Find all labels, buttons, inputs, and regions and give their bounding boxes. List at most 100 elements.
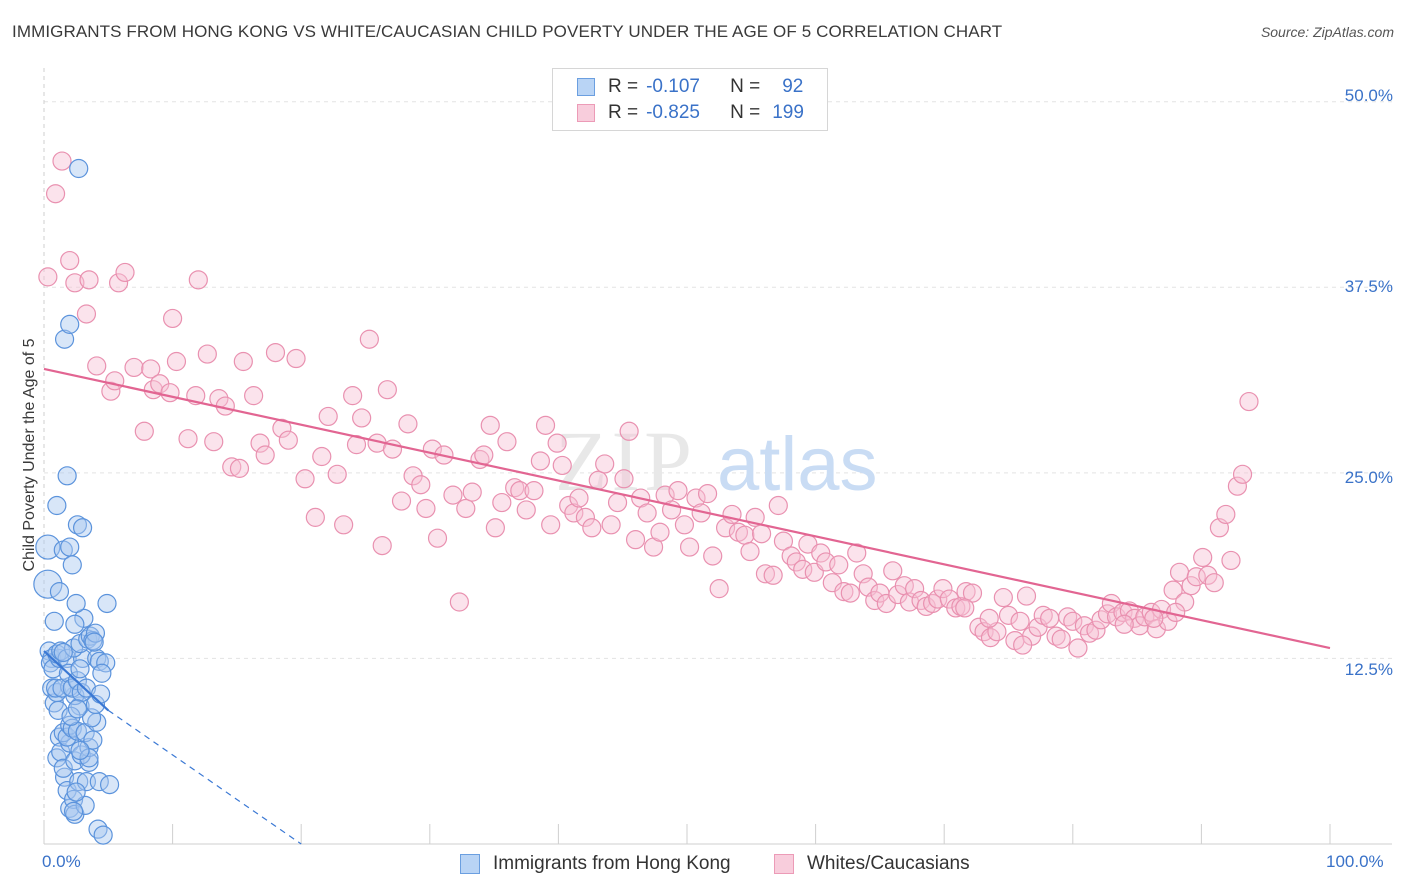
data-point-whites: [998, 605, 1019, 625]
data-point-whites: [793, 559, 813, 579]
data-point-whites: [1063, 611, 1083, 631]
legend-r-value: -0.825: [646, 102, 700, 123]
trend-line-whites: [43, 367, 1331, 650]
data-point-whites: [45, 184, 66, 204]
data-point-whites: [1086, 620, 1106, 640]
data-point-whites: [709, 579, 729, 599]
data-point-hongkong: [83, 730, 103, 750]
data-point-whites: [840, 583, 860, 603]
legend-n-label: N =: [730, 102, 761, 123]
data-point-hongkong: [69, 158, 89, 179]
data-point-whites: [755, 564, 776, 584]
data-point-hongkong: [45, 678, 66, 698]
data-point-whites: [768, 495, 788, 516]
y-tick-label-12-5: 12.5%: [1344, 660, 1393, 679]
data-point-whites: [530, 451, 550, 471]
data-point-whites: [115, 262, 135, 283]
data-point-hongkong: [33, 569, 63, 599]
legend-r-label: R =: [608, 76, 639, 97]
data-point-whites: [547, 433, 567, 453]
data-point-whites: [1163, 580, 1183, 600]
data-point-hongkong: [53, 758, 73, 778]
data-point-whites: [197, 344, 217, 364]
data-point-whites: [703, 546, 723, 566]
data-point-whites: [1046, 626, 1066, 646]
data-point-whites: [697, 484, 718, 504]
data-point-hongkong: [97, 593, 117, 614]
data-point-whites: [1193, 547, 1213, 568]
data-point-whites: [625, 530, 646, 550]
trend-lines: [43, 367, 1331, 845]
data-point-whites: [905, 579, 925, 599]
data-point-whites: [962, 583, 983, 603]
series-hongkong-points: [33, 158, 120, 845]
data-point-whites: [524, 481, 544, 501]
data-point-whites: [222, 457, 242, 477]
data-point-hongkong: [47, 495, 67, 516]
data-point-hongkong: [61, 706, 81, 726]
data-point-whites: [334, 515, 354, 535]
chart-title: IMMIGRANTS FROM HONG KONG VS WHITE/CAUCA…: [12, 22, 1003, 41]
data-point-whites: [411, 475, 431, 495]
data-point-whites: [668, 481, 688, 501]
data-point-whites: [163, 308, 183, 329]
data-point-hongkong: [96, 653, 116, 673]
legend-swatch-blue: [577, 78, 595, 96]
data-point-hongkong: [63, 801, 84, 821]
data-point-whites: [295, 469, 315, 489]
data-point-whites: [614, 469, 634, 489]
data-point-whites: [883, 561, 903, 581]
data-point-whites: [398, 414, 418, 434]
data-point-whites: [178, 429, 198, 449]
data-point-hongkong: [54, 329, 75, 349]
data-point-hongkong: [66, 782, 86, 802]
data-point-whites: [619, 421, 639, 441]
data-point-whites: [38, 267, 58, 287]
data-point-whites: [108, 273, 129, 293]
data-point-whites: [811, 543, 831, 563]
data-point-whites: [1239, 391, 1259, 412]
data-point-whites: [781, 546, 801, 566]
data-point-whites: [541, 515, 561, 535]
source-label: Source: ZipAtlas.com: [1260, 24, 1394, 40]
data-point-whites: [1013, 635, 1033, 655]
legend-swatch-blue: [460, 854, 480, 874]
data-point-whites: [582, 518, 602, 538]
data-point-whites: [834, 582, 854, 602]
data-point-hongkong: [75, 795, 95, 816]
data-point-whites: [305, 507, 325, 527]
data-point-whites: [229, 458, 250, 478]
data-point-whites: [773, 531, 794, 551]
data-point-whites: [516, 500, 536, 520]
data-point-whites: [1221, 550, 1241, 571]
data-point-whites: [244, 386, 264, 406]
data-point-whites: [141, 359, 161, 379]
data-point-whites: [1227, 476, 1248, 496]
data-point-whites: [751, 524, 772, 544]
data-point-whites: [359, 329, 379, 349]
data-point-hongkong: [65, 614, 85, 634]
y-tick-label-25: 25.0%: [1344, 468, 1393, 487]
data-point-whites: [60, 250, 80, 271]
data-point-whites: [377, 380, 397, 400]
data-point-whites: [1216, 504, 1236, 525]
data-point-whites: [679, 537, 700, 557]
data-point-whites: [79, 270, 99, 290]
data-point-whites: [492, 492, 512, 513]
data-point-whites: [595, 454, 615, 474]
data-point-whites: [1198, 565, 1218, 585]
data-point-whites: [52, 151, 72, 171]
stats-legend: R = -0.107 N = 92 R = -0.825 N = 199: [552, 68, 828, 131]
data-point-whites: [763, 565, 783, 585]
data-point-hongkong: [35, 534, 61, 560]
data-point-hongkong: [83, 631, 103, 651]
data-point-whites: [204, 432, 224, 452]
data-point-whites: [391, 491, 412, 511]
data-point-whites: [272, 418, 292, 438]
data-point-whites: [928, 589, 948, 609]
data-point-hongkong: [92, 663, 112, 683]
data-point-whites: [1040, 608, 1060, 628]
data-point-whites: [427, 528, 448, 548]
data-point-whites: [735, 525, 755, 545]
series-whites-points: [38, 151, 1259, 658]
